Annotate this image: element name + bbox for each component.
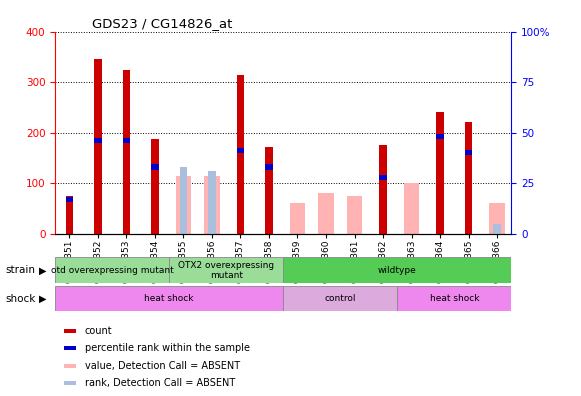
Bar	[66, 197, 73, 202]
Bar	[318, 193, 334, 234]
Bar	[290, 204, 306, 234]
Bar	[66, 196, 73, 234]
Bar	[64, 346, 76, 350]
Bar	[55, 286, 284, 311]
Bar	[180, 167, 187, 234]
Text: wildtype: wildtype	[378, 266, 417, 275]
Bar	[94, 138, 102, 143]
Text: otd overexpressing mutant: otd overexpressing mutant	[51, 266, 174, 275]
Bar	[237, 148, 244, 153]
Bar	[64, 364, 76, 367]
Bar	[123, 138, 130, 143]
Text: control: control	[325, 294, 356, 303]
Bar	[152, 139, 159, 234]
Text: ▶: ▶	[39, 265, 46, 276]
Bar	[175, 175, 191, 234]
Bar	[465, 150, 472, 155]
Text: percentile rank within the sample: percentile rank within the sample	[85, 343, 250, 353]
Bar	[493, 223, 501, 234]
Bar	[169, 257, 284, 283]
Bar	[436, 134, 443, 139]
Bar	[64, 329, 76, 333]
Text: OTX2 overexpressing
mutant: OTX2 overexpressing mutant	[178, 261, 274, 280]
Bar	[379, 175, 386, 180]
Text: rank, Detection Call = ABSENT: rank, Detection Call = ABSENT	[85, 378, 235, 388]
Text: value, Detection Call = ABSENT: value, Detection Call = ABSENT	[85, 361, 240, 371]
Bar	[123, 70, 130, 234]
Bar	[152, 164, 159, 169]
Bar	[347, 196, 363, 234]
Bar	[266, 147, 272, 234]
Bar	[204, 175, 220, 234]
Bar	[55, 257, 169, 283]
Bar	[436, 112, 443, 234]
Bar	[379, 145, 386, 234]
Bar	[266, 164, 272, 169]
Bar	[64, 381, 76, 385]
Text: shock: shock	[6, 293, 36, 304]
Text: strain: strain	[6, 265, 36, 276]
Bar	[284, 257, 511, 283]
Text: heat shock: heat shock	[145, 294, 194, 303]
Bar	[404, 183, 419, 234]
Bar	[465, 122, 472, 234]
Bar	[284, 286, 397, 311]
Text: heat shock: heat shock	[429, 294, 479, 303]
Bar	[237, 74, 244, 234]
Bar	[489, 204, 505, 234]
Bar	[397, 286, 511, 311]
Bar	[94, 59, 102, 234]
Text: GDS23 / CG14826_at: GDS23 / CG14826_at	[92, 17, 232, 30]
Bar	[209, 171, 216, 234]
Text: ▶: ▶	[39, 293, 46, 304]
Text: count: count	[85, 326, 113, 336]
